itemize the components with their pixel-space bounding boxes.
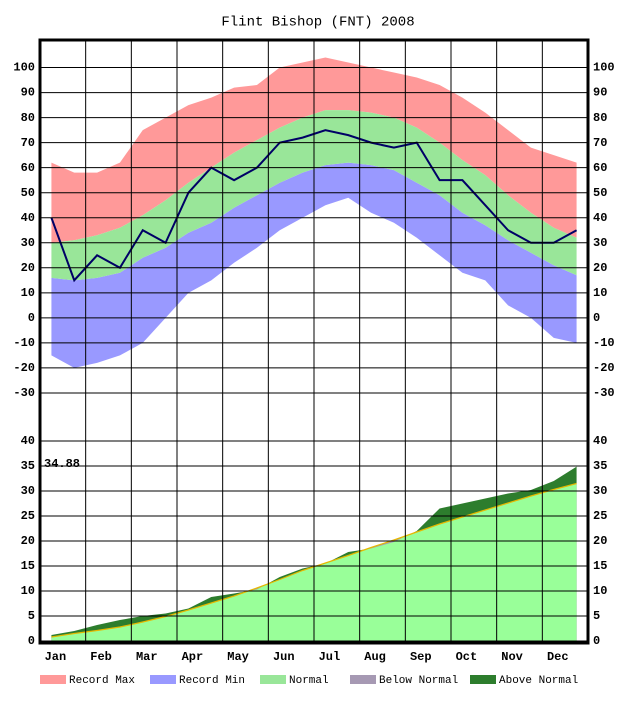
plot-layers: 34.88 -30 -30 -20 -20 -10 -10 0 0 10 10 20 20 30 30 40 4… [13,38,615,687]
y-tick-label-right: -10 [593,336,615,350]
x-tick-label: Mar [136,650,158,664]
y-tick-label-right: -20 [593,361,615,375]
y-tick-label-right: 15 [593,559,607,573]
x-tick-label: May [227,650,249,664]
chart-title: Flint Bishop (FNT) 2008 [221,15,414,31]
y-tick-label: 20 [21,534,35,548]
y-tick-label: 10 [21,584,35,598]
y-tick-label: 10 [21,286,35,300]
y-tick-label: 15 [21,559,35,573]
y-tick-label: 50 [21,186,35,200]
y-tick-label-right: -30 [593,386,615,400]
x-tick-label: Dec [547,650,569,664]
y-tick-label: 0 [28,311,35,325]
x-tick-label: Sep [410,650,432,664]
y-tick-label: 5 [28,609,35,623]
y-tick-label: -20 [13,361,35,375]
y-tick-label-right: 30 [593,484,607,498]
y-tick-label-right: 0 [593,311,600,325]
legend-swatch [150,675,176,684]
x-tick-label: Jan [45,650,67,664]
y-tick-label-right: 0 [593,634,600,648]
y-tick-label: 40 [21,434,35,448]
y-tick-label-right: 20 [593,261,607,275]
y-tick-label: 30 [21,236,35,250]
y-tick-label: 90 [21,86,35,100]
y-tick-label: 80 [21,111,35,125]
y-tick-label-right: 30 [593,236,607,250]
record-max-area [51,57,577,243]
x-tick-label: Oct [456,650,478,664]
y-tick-label-right: 40 [593,211,607,225]
y-tick-label: 35 [21,459,35,473]
x-tick-label: Jun [273,650,295,664]
y-tick-label-right: 80 [593,111,607,125]
y-tick-label-right: 20 [593,534,607,548]
total-label: 34.88 [44,457,80,471]
x-tick-label: Feb [90,650,112,664]
y-tick-label: 30 [21,484,35,498]
y-tick-label: -10 [13,336,35,350]
x-tick-label: Apr [182,650,204,664]
legend-swatch [350,675,376,684]
y-tick-label-right: 10 [593,584,607,598]
legend-label: Normal [289,675,329,687]
normal-area [51,110,577,281]
legend-label: Record Max [69,675,135,687]
legend-swatch [470,675,496,684]
legend-label: Above Normal [499,675,578,687]
y-tick-label: -30 [13,386,35,400]
y-tick-label-right: 25 [593,509,607,523]
x-tick-label: Aug [364,650,386,664]
x-tick-label: Jul [319,650,341,664]
y-tick-label: 70 [21,136,35,150]
legend-swatch [260,675,286,684]
y-tick-label-right: 100 [593,61,615,75]
y-tick-label-right: 70 [593,136,607,150]
legend-swatch [40,675,66,684]
y-tick-label: 0 [28,634,35,648]
y-tick-label: 100 [13,61,35,75]
y-tick-label-right: 10 [593,286,607,300]
y-tick-label-right: 50 [593,186,607,200]
y-tick-label-right: 5 [593,609,600,623]
y-tick-label-right: 90 [593,86,607,100]
y-tick-label-right: 40 [593,434,607,448]
y-tick-label-right: 35 [593,459,607,473]
legend-label: Below Normal [379,675,458,687]
x-tick-label: Nov [501,650,523,664]
y-tick-label-right: 60 [593,161,607,175]
legend-label: Record Min [179,675,245,687]
record-min-area [51,162,577,368]
plot-frame [38,38,590,645]
y-tick-label: 40 [21,211,35,225]
y-tick-label: 60 [21,161,35,175]
y-tick-label: 20 [21,261,35,275]
y-tick-label: 25 [21,509,35,523]
